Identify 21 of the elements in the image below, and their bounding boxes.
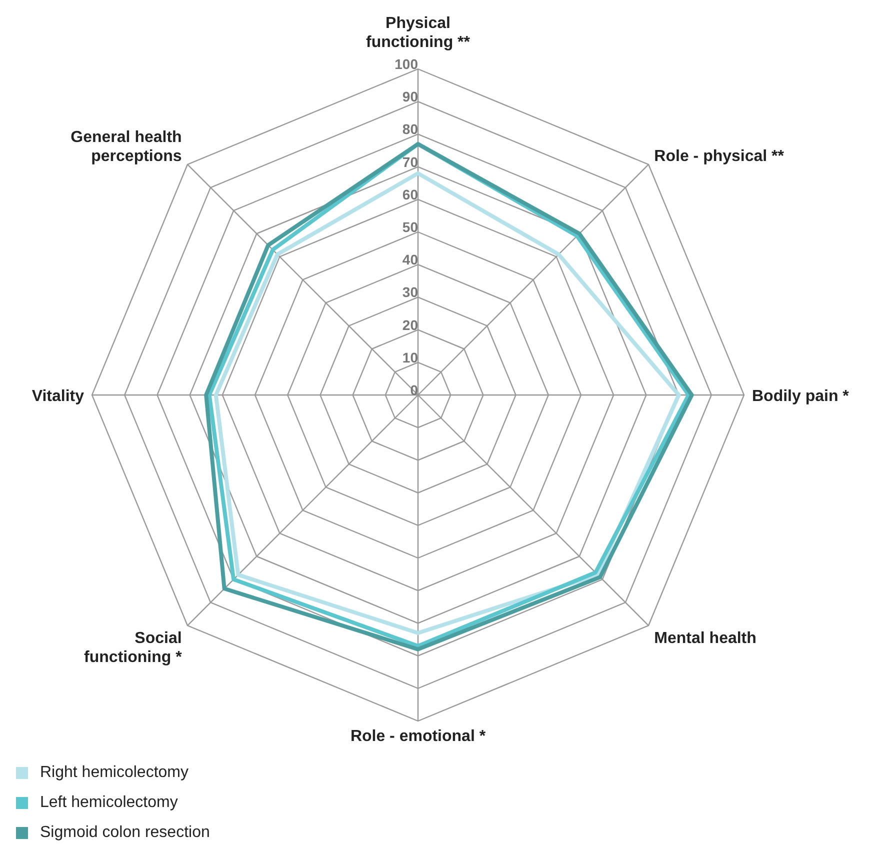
spoke-label: Role - physical ** (654, 148, 785, 165)
spoke-label: Bodily pain * (752, 388, 850, 405)
spoke-label: General health perceptions (70, 128, 182, 165)
spoke-label: Role - emotional * (350, 728, 486, 745)
spoke-label: Physical functioning ** (366, 15, 471, 51)
y-tick-label: 10 (402, 349, 418, 366)
y-tick-label: 30 (402, 284, 418, 300)
y-tick-label: 70 (402, 154, 418, 170)
spoke-label: Vitality (32, 388, 84, 405)
y-tick-label: 20 (402, 316, 418, 333)
y-tick-label: 40 (402, 252, 418, 268)
y-tick-label: 90 (402, 88, 418, 105)
legend-label: Left hemicolectomy (40, 794, 178, 811)
legend-label: Right hemicolectomy (40, 764, 188, 781)
y-tick-label: 100 (394, 56, 418, 72)
spoke-label: Social functioning * (84, 630, 183, 666)
y-tick-label: 60 (402, 186, 418, 202)
y-tick-label: 50 (402, 219, 418, 235)
spoke-label: Mental health (654, 630, 756, 648)
y-tick-label: 80 (402, 121, 418, 138)
legend-label: Sigmoid colon resection (40, 824, 210, 841)
